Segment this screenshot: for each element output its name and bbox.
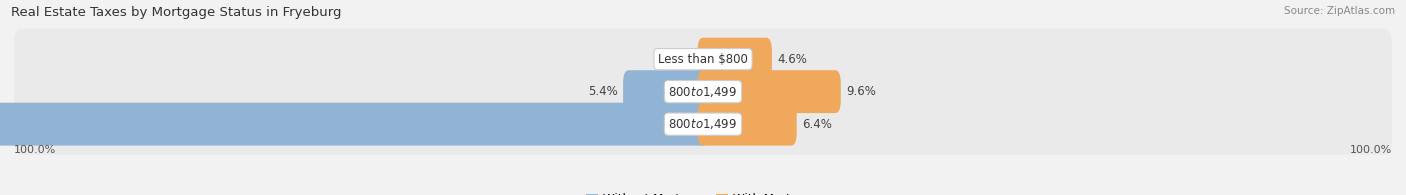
Legend: Without Mortgage, With Mortgage: Without Mortgage, With Mortgage	[581, 188, 825, 195]
Text: 5.4%: 5.4%	[588, 85, 617, 98]
Text: 100.0%: 100.0%	[1350, 145, 1392, 155]
FancyBboxPatch shape	[697, 38, 772, 81]
Text: 9.6%: 9.6%	[846, 85, 876, 98]
Text: Real Estate Taxes by Mortgage Status in Fryeburg: Real Estate Taxes by Mortgage Status in …	[11, 6, 342, 19]
FancyBboxPatch shape	[697, 103, 797, 146]
FancyBboxPatch shape	[14, 29, 1392, 90]
FancyBboxPatch shape	[0, 103, 709, 146]
Text: 4.6%: 4.6%	[778, 53, 807, 66]
Text: $800 to $1,499: $800 to $1,499	[668, 117, 738, 131]
Text: 6.4%: 6.4%	[803, 118, 832, 131]
Text: $800 to $1,499: $800 to $1,499	[668, 85, 738, 99]
Text: Less than $800: Less than $800	[658, 53, 748, 66]
Text: Source: ZipAtlas.com: Source: ZipAtlas.com	[1284, 6, 1395, 16]
FancyBboxPatch shape	[697, 70, 841, 113]
FancyBboxPatch shape	[14, 94, 1392, 155]
FancyBboxPatch shape	[623, 70, 709, 113]
Text: 100.0%: 100.0%	[14, 145, 56, 155]
FancyBboxPatch shape	[14, 61, 1392, 122]
Text: 0.0%: 0.0%	[662, 53, 692, 66]
